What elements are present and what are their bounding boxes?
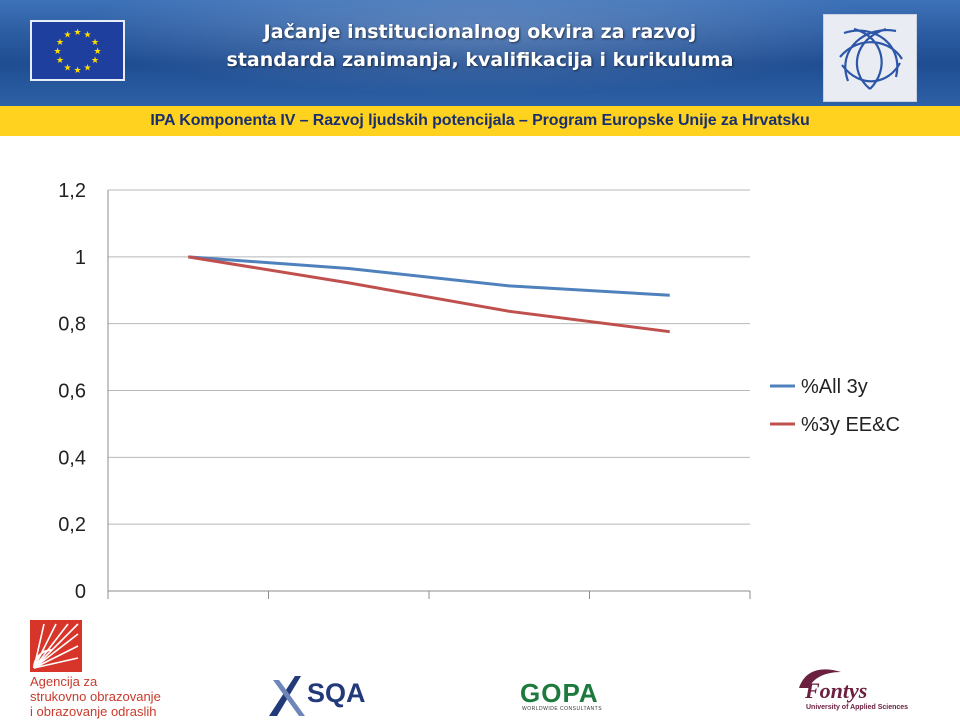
svg-text:★: ★ (53, 47, 61, 57)
fontys-tagline: University of Applied Sciences (806, 704, 909, 711)
swirl-logo-icon (839, 27, 903, 90)
svg-text:★: ★ (93, 47, 101, 57)
sqa-logo-icon (269, 676, 305, 716)
y-tick-label: 0,6 (58, 381, 86, 403)
gopa-logo-text: GOPA (520, 678, 599, 708)
title-line-1: Jačanje institucionalnog okvira za razvo… (263, 21, 697, 43)
y-tick-label: 0,2 (58, 514, 86, 536)
series-line-1 (188, 255, 670, 297)
agency-name: Agencija za strukovno obrazovanje i obra… (30, 674, 161, 719)
project-logo-icon (823, 14, 917, 102)
agency-logo-icon (30, 620, 82, 672)
svg-text:★: ★ (73, 28, 81, 38)
page-title: Jačanje institucionalnog okvira za razvo… (200, 18, 760, 74)
y-tick-label: 0,4 (58, 447, 86, 469)
svg-text:★: ★ (56, 56, 64, 66)
banner-shade (0, 0, 960, 106)
chart-axes (107, 190, 751, 599)
eu-flag-icon: ★ ★ ★ ★ ★ ★ ★ ★ ★ ★ ★ ★ (30, 20, 125, 81)
fontys-logo-text: Fontys (805, 678, 868, 703)
svg-text:★: ★ (63, 64, 71, 74)
y-tick-label: 1,2 (58, 180, 86, 202)
y-tick-label: 1 (75, 247, 86, 269)
svg-text:★: ★ (83, 64, 91, 74)
y-tick-labels: 0 0,2 0,4 0,6 0,8 1 1,2 (58, 180, 86, 603)
legend-label-1: %All 3y (801, 376, 868, 398)
svg-text:★: ★ (73, 66, 81, 76)
gopa-tagline: WORLDWIDE CONSULTANTS (522, 706, 603, 712)
title-line-2: standarda zanimanja, kvalifikacija i kur… (226, 49, 734, 71)
svg-text:★: ★ (91, 56, 99, 66)
y-tick-label: 0,8 (58, 314, 86, 336)
svg-text:★: ★ (56, 38, 64, 48)
svg-text:★: ★ (83, 31, 91, 41)
y-tick-label: 0 (75, 581, 86, 603)
series-line-2 (188, 255, 670, 334)
agency-line-3: i obrazovanje odraslih (30, 704, 157, 719)
chart-legend: %All 3y %3y EE&C (770, 376, 900, 436)
eu-stars: ★ ★ ★ ★ ★ ★ ★ ★ ★ ★ ★ ★ (53, 28, 101, 76)
svg-text:★: ★ (63, 31, 71, 41)
fontys-logo-icon (799, 669, 841, 688)
agency-line-2: strukovno obrazovanje (30, 689, 161, 704)
header-banner: ★ ★ ★ ★ ★ ★ ★ ★ ★ ★ ★ ★ Jačanje instituc… (0, 0, 960, 106)
program-subtitle-bar: IPA Komponenta IV – Razvoj ljudskih pote… (0, 106, 960, 136)
chart-grid (108, 189, 750, 592)
footer-logos: Agencija za strukovno obrazovanje i obra… (0, 612, 960, 720)
sqa-logo-text: SQA (307, 678, 366, 708)
line-chart: 00,20,40,60,811,2 2006200720082009 %All … (0, 140, 960, 634)
series-lines (188, 255, 670, 334)
agency-line-1: Agencija za (30, 674, 98, 689)
svg-text:★: ★ (91, 38, 99, 48)
program-subtitle: IPA Komponenta IV – Razvoj ljudskih pote… (150, 112, 810, 129)
chart-svg: 00,20,40,60,811,2 2006200720082009 %All … (58, 180, 900, 634)
legend-label-2: %3y EE&C (801, 414, 900, 436)
